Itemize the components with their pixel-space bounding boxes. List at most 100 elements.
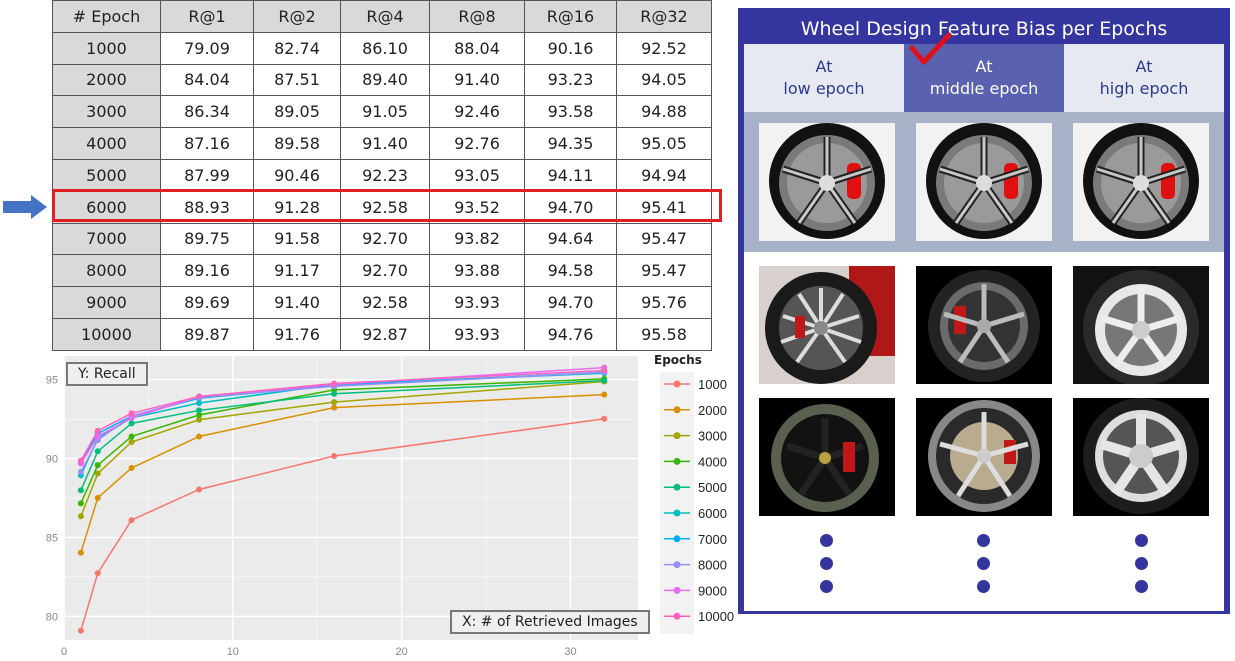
header-r1: R@1: [160, 0, 254, 33]
recall-cell: 95.05: [616, 127, 712, 160]
recall-cell: 79.09: [160, 31, 254, 65]
recall-cell: 91.28: [253, 190, 341, 224]
vertical-ellipsis-icon: [820, 534, 834, 593]
legend-item-6000: 6000: [664, 506, 727, 521]
epoch-cell: 9000: [52, 286, 161, 319]
recall-cell: 92.76: [429, 127, 525, 160]
header-r8: R@8: [429, 0, 525, 33]
recall-cell: 94.05: [616, 63, 712, 97]
legend-title: Epochs: [654, 353, 702, 367]
recall-cell: 87.16: [160, 127, 254, 160]
legend-item-9000: 9000: [664, 583, 727, 598]
recall-cell: 87.51: [253, 63, 341, 97]
recall-cell: 94.35: [524, 127, 617, 160]
recall-cell: 95.47: [616, 222, 712, 256]
y-axis-label: Y: Recall: [66, 362, 148, 386]
recall-table: # Epoch R@1 R@2 R@4 R@8 R@16 R@32 1000 79…: [52, 0, 712, 351]
recall-cell: 93.23: [524, 63, 617, 97]
table-row: 3000 86.34 89.05 91.05 92.46 93.58 94.88: [52, 95, 712, 129]
epoch-cell: 3000: [52, 95, 161, 129]
column-low-line1: At: [815, 57, 833, 76]
epoch-cell: 6000: [52, 190, 161, 224]
vertical-ellipsis-icon: [1134, 534, 1148, 593]
svg-text:10000: 10000: [698, 609, 734, 624]
recall-cell: 92.70: [340, 222, 430, 256]
recall-cell: 92.58: [340, 286, 430, 319]
table-row: 5000 87.99 90.46 92.23 93.05 94.11 94.94: [52, 158, 712, 192]
recall-cell: 92.87: [340, 317, 430, 351]
recall-cell: 93.05: [429, 158, 525, 192]
y-tick-label: 80: [46, 611, 58, 623]
recall-cell: 91.17: [253, 254, 341, 288]
table-row: 10000 89.87 91.76 92.87 93.93 94.76 95.58: [52, 317, 712, 351]
recall-cell: 93.52: [429, 190, 525, 224]
wheel-image-middle-2: [915, 398, 1052, 516]
recall-cell: 94.76: [524, 317, 617, 351]
column-middle-line2: middle epoch: [929, 79, 1039, 98]
recall-cell: 88.93: [160, 190, 254, 224]
svg-text:8000: 8000: [698, 558, 727, 573]
series-3000: [77, 378, 608, 520]
panel-title: Wheel Design Feature Bias per Epochs: [800, 18, 1168, 40]
epoch-cell: 7000: [52, 222, 161, 256]
recall-cell: 89.05: [253, 95, 341, 129]
legend-item-2000: 2000: [664, 403, 727, 418]
legend-item-10000: 10000: [664, 609, 734, 624]
wheel-design-panel: Wheel Design Feature Bias per Epochs At …: [738, 8, 1230, 614]
column-high-line2: high epoch: [1099, 79, 1189, 98]
wheel-image-query-low: [759, 123, 895, 241]
retrieved-row-2: [744, 384, 1224, 516]
recall-cell: 92.23: [340, 158, 430, 192]
header-r16: R@16: [524, 0, 617, 33]
arrow-right-icon: [3, 195, 47, 219]
recall-cell: 88.04: [429, 31, 525, 65]
recall-cell: 94.88: [616, 95, 712, 129]
table-body: 1000 79.09 82.74 86.10 88.04 90.16 92.52 2000 84…: [52, 31, 712, 351]
recall-cell: 91.40: [429, 63, 525, 97]
epoch-cell: 4000: [52, 127, 161, 160]
recall-cell: 92.46: [429, 95, 525, 129]
svg-text:5000: 5000: [698, 480, 727, 495]
checkmark-icon: [909, 32, 952, 65]
recall-cell: 93.93: [429, 317, 525, 351]
recall-line-chart: 0 10 20 30 80 85 90 95 Epochs 1000 2000 3000 4000 500…: [30, 350, 740, 661]
recall-cell: 94.11: [524, 158, 617, 192]
recall-cell: 94.70: [524, 286, 617, 319]
recall-cell: 93.58: [524, 95, 617, 129]
svg-text:4000: 4000: [698, 454, 727, 469]
recall-cell: 94.94: [616, 158, 712, 192]
wheel-image-high-2: [1073, 398, 1210, 516]
series-1000: [77, 415, 608, 634]
recall-cell: 89.75: [160, 222, 254, 256]
recall-cell: 91.05: [340, 95, 430, 129]
more-results-ellipsis: [744, 516, 1224, 593]
x-tick-label: 10: [227, 646, 239, 658]
recall-cell: 95.76: [616, 286, 712, 319]
wheel-image-middle-1: [915, 266, 1052, 384]
recall-cell: 89.16: [160, 254, 254, 288]
legend-item-5000: 5000: [664, 480, 727, 495]
column-high-epoch: At high epoch: [1064, 44, 1224, 112]
recall-cell: 90.46: [253, 158, 341, 192]
epoch-column-headers: At low epoch At middle epoch At high epo…: [744, 44, 1224, 112]
recall-cell: 93.93: [429, 286, 525, 319]
series-10000: [77, 367, 608, 464]
epoch-cell: 8000: [52, 254, 161, 288]
recall-cell: 94.64: [524, 222, 617, 256]
header-r2: R@2: [253, 0, 341, 33]
recall-cell: 95.47: [616, 254, 712, 288]
query-wheel-row: [744, 112, 1224, 252]
epoch-cell: 2000: [52, 63, 161, 97]
recall-cell: 92.58: [340, 190, 430, 224]
y-tick-label: 90: [46, 454, 58, 466]
header-r32: R@32: [616, 0, 712, 33]
svg-text:6000: 6000: [698, 506, 727, 521]
epoch-cell: 1000: [52, 31, 161, 65]
recall-cell: 89.40: [340, 63, 430, 97]
table-row: 6000 88.93 91.28 92.58 93.52 94.70 95.41: [52, 190, 712, 224]
column-low-line2: low epoch: [783, 79, 865, 98]
recall-cell: 90.16: [524, 31, 617, 65]
x-tick-label: 30: [564, 646, 576, 658]
column-low-epoch: At low epoch: [744, 44, 904, 112]
recall-cell: 87.99: [160, 158, 254, 192]
